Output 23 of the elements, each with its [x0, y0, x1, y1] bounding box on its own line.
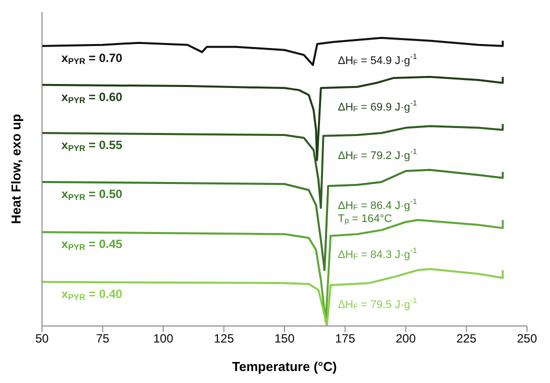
series-label: x$_{PYR}$ = 0.55: [61, 138, 123, 153]
series-label: x$_{PYR}$ = 0.70: [61, 51, 123, 66]
annotation: ΔH$_{F}$ = 69.9 J·g$^{-1}$: [338, 98, 417, 114]
x-tick-label: 200: [396, 332, 416, 346]
x-tick-label: 50: [35, 332, 49, 346]
series-label: x$_{PYR}$ = 0.45: [61, 237, 123, 252]
y-axis-title: Heat Flow, exo up: [8, 114, 24, 224]
annotation: ΔH$_{F}$ = 79.2 J·g$^{-1}$: [338, 148, 417, 163]
x-tick-label: 75: [96, 332, 110, 346]
x-axis-title: Temperature (°C): [232, 359, 337, 374]
x-tick-label: 225: [456, 332, 477, 346]
series-label: x$_{PYR}$ = 0.50: [61, 187, 123, 202]
x-tick-label: 125: [214, 332, 234, 346]
series-label: x$_{PYR}$ = 0.40: [61, 287, 123, 302]
x-tick-label: 100: [153, 332, 174, 346]
annotation: ΔH$_{F}$ = 54.9 J·g$^{-1}$: [338, 52, 417, 68]
series-label: x$_{PYR}$ = 0.60: [61, 90, 123, 104]
text: ΔH$_{F}$ = 86.4 J·g$^{-1}$ T$_{p}$ = 164°C: [338, 197, 417, 226]
x-tick-label: 175: [335, 332, 356, 346]
x-tick-label: 150: [274, 332, 295, 346]
annotation: ΔH$_{F}$ = 79.5 J·g$^{-1}$: [338, 296, 417, 312]
x-tick-label: 250: [516, 332, 538, 346]
annotation: ΔH$_{F}$ = 84.3 J·g$^{-1}$: [338, 246, 417, 262]
